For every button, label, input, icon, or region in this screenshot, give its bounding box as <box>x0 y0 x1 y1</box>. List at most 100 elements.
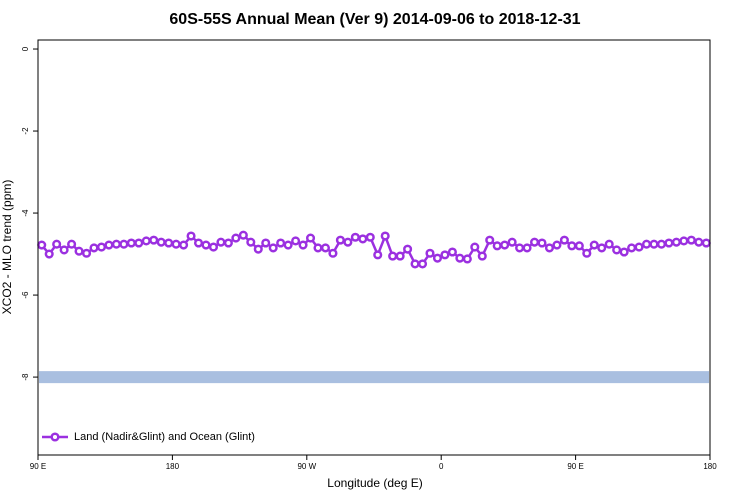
y-tick-label: -6 <box>21 291 30 299</box>
data-point <box>253 244 263 254</box>
y-tick-label: -4 <box>21 209 30 217</box>
data-point <box>694 237 704 247</box>
data-point <box>373 250 383 260</box>
data-point <box>649 239 659 249</box>
data-point <box>679 236 689 246</box>
x-axis-label: Longitude (deg E) <box>327 476 422 490</box>
data-point <box>537 238 547 248</box>
data-point <box>343 237 353 247</box>
x-tick-label: 180 <box>166 462 180 471</box>
data-point <box>186 231 196 241</box>
data-point <box>634 242 644 252</box>
data-point <box>589 240 599 250</box>
data-point <box>246 237 256 247</box>
data-point <box>410 259 420 269</box>
data-point <box>455 253 465 263</box>
y-tick-label: -2 <box>21 127 30 135</box>
data-point <box>149 235 159 245</box>
data-point <box>365 232 375 242</box>
data-point <box>328 248 338 258</box>
data-point <box>686 235 696 245</box>
data-point <box>179 240 189 250</box>
data-point <box>67 239 77 249</box>
data-point <box>358 234 368 244</box>
data-point <box>656 239 667 249</box>
data-point <box>470 242 480 252</box>
data-point <box>388 251 398 261</box>
data-point <box>44 249 54 259</box>
data-point <box>119 239 129 249</box>
data-point <box>701 238 711 248</box>
data-point <box>193 238 204 248</box>
data-point <box>52 239 62 249</box>
data-point <box>156 237 166 247</box>
data-point <box>231 233 241 243</box>
data-point <box>425 248 435 258</box>
x-tick-label: 180 <box>703 462 717 471</box>
data-point <box>298 240 308 250</box>
data-point <box>574 241 584 251</box>
data-point <box>276 238 286 248</box>
data-point <box>462 254 472 264</box>
data-point <box>208 242 219 252</box>
data-point <box>567 241 577 251</box>
data-point <box>335 235 345 245</box>
data-point <box>141 236 151 246</box>
legend-marker <box>50 432 60 442</box>
data-point <box>171 239 181 249</box>
data-point <box>350 232 360 242</box>
data-point <box>81 248 92 258</box>
data-point <box>201 240 211 250</box>
x-tick-label: 90 W <box>297 462 316 471</box>
data-point <box>432 253 443 263</box>
data-point <box>544 243 555 253</box>
y-axis-label: XCO2 - MLO trend (ppm) <box>0 180 14 315</box>
x-tick-label: 90 E <box>567 462 583 471</box>
data-point <box>395 251 405 261</box>
data-point <box>283 240 293 250</box>
data-point <box>96 242 107 252</box>
data-point <box>447 247 457 257</box>
data-point <box>320 243 331 253</box>
data-point <box>671 237 681 247</box>
data-point <box>417 259 428 269</box>
data-point <box>500 240 510 250</box>
data-point <box>126 238 136 248</box>
data-point <box>380 231 390 241</box>
data-point <box>582 248 592 258</box>
data-point <box>104 240 114 250</box>
data-point <box>515 243 525 253</box>
x-tick-label: 0 <box>439 462 444 471</box>
data-point <box>238 230 248 240</box>
data-point <box>477 251 487 261</box>
data-point <box>216 237 226 247</box>
data-point <box>507 237 517 247</box>
data-point <box>164 238 174 248</box>
data-point <box>641 239 652 249</box>
data-point <box>440 250 450 260</box>
data-point <box>313 243 323 253</box>
y-tick-label: -8 <box>21 373 30 381</box>
data-point <box>492 241 502 251</box>
data-point <box>403 244 413 254</box>
data-point <box>261 238 271 248</box>
data-point <box>37 240 47 250</box>
data-point <box>268 243 278 253</box>
data-point <box>627 243 637 253</box>
data-point <box>223 238 233 248</box>
data-point <box>559 235 569 245</box>
data-point <box>552 240 562 250</box>
data-point <box>522 243 532 253</box>
plot-frame <box>37 39 711 456</box>
data-point <box>612 245 622 255</box>
data-point <box>59 245 69 255</box>
data-point <box>604 239 614 249</box>
x-tick-label: 90 E <box>30 462 46 471</box>
data-point <box>597 243 607 253</box>
data-point <box>664 238 674 248</box>
data-point <box>305 233 316 243</box>
data-point <box>74 246 84 256</box>
data-point <box>89 243 99 253</box>
data-point <box>619 247 629 257</box>
